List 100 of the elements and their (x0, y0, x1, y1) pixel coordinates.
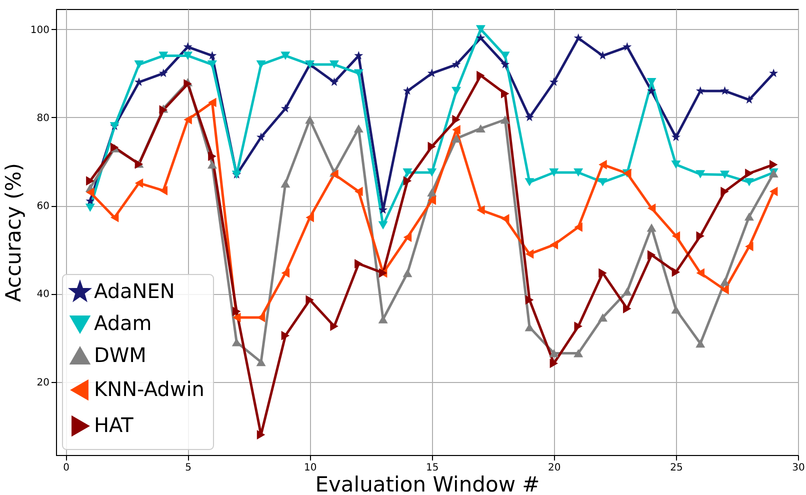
point (598, 178, 608, 186)
point (354, 50, 364, 60)
point (720, 278, 730, 286)
point (525, 249, 534, 259)
y-tick-label: 80 (36, 112, 50, 124)
y-tick-label: 60 (36, 201, 50, 212)
legend-label: AdaNEN (94, 279, 175, 303)
point (598, 268, 607, 278)
point (647, 250, 656, 260)
point (720, 284, 729, 294)
point (671, 160, 681, 169)
point (696, 231, 704, 241)
point (696, 170, 706, 178)
x-tick-label: 10 (304, 462, 317, 474)
point (378, 221, 388, 230)
point (574, 168, 584, 177)
point (110, 212, 119, 222)
point (550, 358, 558, 368)
x-axis-title: Evaluation Window # (315, 472, 540, 495)
point (623, 304, 632, 314)
point (769, 186, 778, 196)
point (476, 33, 486, 42)
point (402, 86, 412, 95)
point (647, 203, 656, 213)
point (574, 222, 582, 232)
point (86, 196, 95, 205)
legend-label: HAT (94, 413, 134, 437)
y-tick-label: 20 (36, 377, 50, 388)
point (281, 268, 290, 278)
point (86, 188, 94, 198)
point (647, 86, 656, 95)
point (134, 60, 144, 69)
point (452, 60, 461, 68)
y-tick-label: 40 (36, 289, 50, 300)
point (574, 349, 584, 358)
x-tick-label: 15 (426, 462, 439, 474)
point (354, 258, 363, 268)
point (354, 124, 364, 133)
point (134, 178, 144, 188)
point (427, 188, 437, 196)
point (745, 242, 754, 252)
point (574, 33, 583, 42)
point (330, 77, 339, 86)
point (86, 176, 94, 186)
point (280, 179, 290, 188)
point (525, 295, 534, 305)
point (476, 70, 485, 80)
point (671, 305, 681, 314)
point (428, 142, 436, 152)
point (232, 306, 241, 316)
point (330, 60, 339, 69)
point (207, 160, 217, 169)
point (305, 116, 315, 124)
point (183, 42, 192, 51)
point (428, 196, 436, 206)
point (720, 86, 730, 95)
point (183, 52, 193, 60)
point (524, 178, 534, 186)
x-tick-label: 5 (185, 462, 192, 474)
point (85, 204, 95, 212)
point (158, 68, 168, 78)
x-tick-label: 30 (792, 462, 805, 474)
point (452, 86, 462, 96)
point (256, 358, 266, 366)
point (452, 125, 460, 134)
point (720, 186, 729, 196)
point (745, 168, 754, 178)
point (672, 267, 680, 277)
point (306, 295, 314, 305)
point (354, 69, 364, 78)
point (525, 112, 534, 122)
point (476, 124, 486, 133)
point (158, 52, 168, 60)
point (427, 168, 437, 177)
point (549, 168, 559, 177)
point (330, 170, 338, 180)
point (500, 116, 510, 124)
point (184, 114, 192, 124)
point (159, 186, 168, 196)
point (598, 313, 608, 322)
point (476, 205, 485, 215)
point (769, 68, 778, 78)
point (696, 268, 704, 278)
point (256, 60, 266, 69)
point (208, 98, 216, 108)
legend-label: Adam (94, 311, 152, 335)
point (696, 339, 706, 348)
point (672, 231, 680, 241)
point (671, 132, 680, 142)
point (232, 312, 241, 322)
point (402, 268, 412, 278)
point (330, 322, 338, 332)
point (500, 52, 510, 60)
point (500, 214, 510, 224)
point (769, 160, 778, 170)
point (744, 212, 754, 221)
point (403, 232, 412, 242)
legend-label: DWM (94, 343, 146, 367)
point (256, 132, 266, 142)
point (598, 160, 607, 170)
